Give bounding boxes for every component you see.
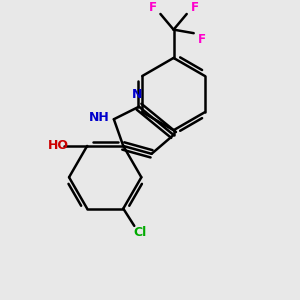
Text: N: N — [132, 88, 142, 101]
Text: NH: NH — [88, 111, 109, 124]
Text: Cl: Cl — [133, 226, 147, 239]
Text: F: F — [148, 1, 157, 13]
Text: F: F — [198, 33, 206, 46]
Text: HO: HO — [47, 140, 68, 152]
Text: F: F — [190, 1, 199, 13]
